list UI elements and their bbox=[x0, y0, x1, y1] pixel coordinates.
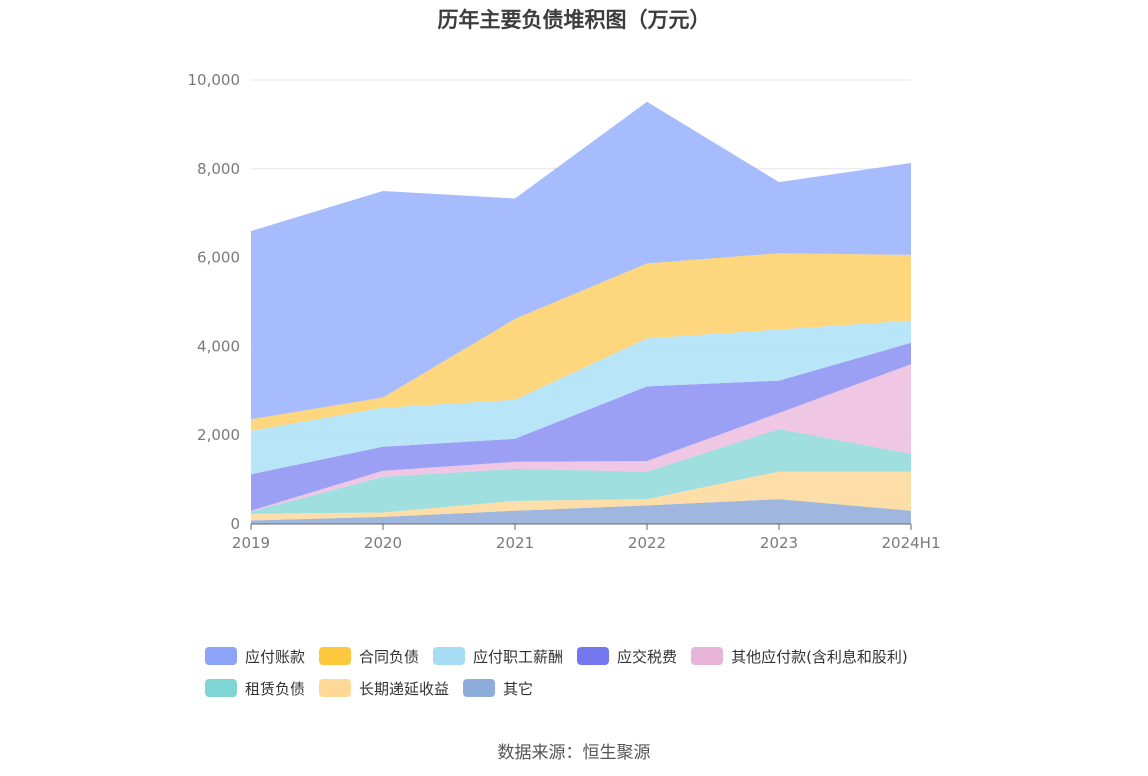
legend-label: 租赁负债 bbox=[245, 679, 306, 698]
area-series bbox=[251, 342, 911, 511]
y-tick-label: 10,000 bbox=[188, 71, 241, 89]
legend-label: 应付职工薪酬 bbox=[473, 647, 564, 666]
legend-swatch bbox=[205, 679, 237, 697]
legend-item[interactable]: 合同负债 bbox=[319, 646, 419, 667]
area-series bbox=[251, 499, 911, 524]
data-source: 数据来源：恒生聚源 bbox=[497, 743, 651, 763]
legend-item[interactable]: 应交税费 bbox=[577, 646, 677, 667]
legend-item[interactable]: 应付职工薪酬 bbox=[433, 646, 563, 667]
legend-swatch bbox=[205, 647, 237, 665]
chart-legend: 应付账款 合同负债 应付职工薪酬 应交税费 其他应付款(含利息和股利) 租赁负债 长期递延… bbox=[205, 640, 965, 704]
legend-swatch bbox=[691, 647, 724, 665]
area-series bbox=[251, 101, 911, 420]
y-tick-label: 0 bbox=[230, 515, 240, 533]
legend-label: 长期递延收益 bbox=[359, 679, 450, 698]
legend-swatch bbox=[433, 647, 466, 665]
y-tick-label: 4,000 bbox=[197, 337, 240, 355]
legend-item[interactable]: 租赁负债 bbox=[205, 678, 305, 699]
chart-title: 历年主要负债堆积图（万元） bbox=[437, 8, 711, 32]
x-tick-label: 2020 bbox=[364, 534, 402, 552]
area-series bbox=[251, 429, 911, 514]
legend-swatch bbox=[577, 647, 610, 665]
legend-label: 应付账款 bbox=[245, 647, 306, 666]
legend-swatch bbox=[463, 679, 496, 697]
area-series bbox=[251, 253, 911, 431]
x-tick-label: 2023 bbox=[760, 534, 798, 552]
y-tick-label: 2,000 bbox=[197, 426, 240, 444]
legend-label: 合同负债 bbox=[359, 647, 420, 666]
legend-swatch bbox=[319, 679, 352, 697]
legend-item[interactable]: 应付账款 bbox=[205, 646, 305, 667]
y-tick-label: 8,000 bbox=[197, 160, 240, 178]
x-tick-label: 2019 bbox=[232, 534, 270, 552]
legend-item[interactable]: 其他应付款(含利息和股利) bbox=[691, 646, 908, 667]
legend-item[interactable]: 长期递延收益 bbox=[319, 678, 449, 699]
legend-item[interactable]: 其它 bbox=[463, 678, 533, 699]
legend-row: 租赁负债 长期递延收益 其它 bbox=[205, 672, 965, 704]
y-tick-label: 6,000 bbox=[197, 249, 240, 267]
chart-plot: 0 2,000 4,000 6,000 8,000 10,000 2019 2020 2021 2… bbox=[188, 71, 941, 552]
area-series bbox=[251, 364, 911, 512]
area-series bbox=[251, 320, 911, 475]
legend-label: 应交税费 bbox=[617, 647, 678, 666]
x-tick-label: 2022 bbox=[628, 534, 666, 552]
x-tick-label: 2024H1 bbox=[882, 534, 941, 552]
area-series bbox=[251, 471, 911, 521]
x-tick-label: 2021 bbox=[496, 534, 534, 552]
legend-row: 应付账款 合同负债 应付职工薪酬 应交税费 其他应付款(含利息和股利) bbox=[205, 640, 965, 672]
legend-label: 其他应付款(含利息和股利) bbox=[731, 647, 908, 666]
legend-swatch bbox=[319, 647, 352, 665]
legend-label: 其它 bbox=[503, 679, 534, 698]
